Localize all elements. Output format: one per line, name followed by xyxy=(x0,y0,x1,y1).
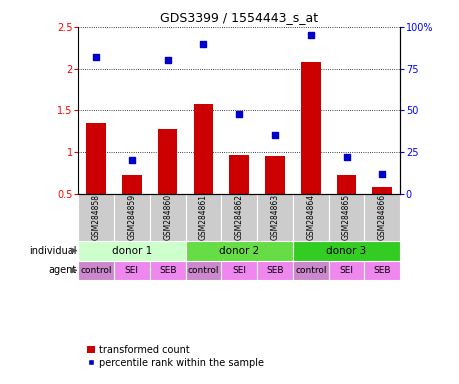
Text: donor 2: donor 2 xyxy=(218,246,259,256)
Bar xyxy=(150,194,185,241)
Bar xyxy=(185,241,292,260)
Bar xyxy=(264,156,284,194)
Bar xyxy=(221,260,257,280)
Bar xyxy=(300,62,320,194)
Bar xyxy=(229,154,248,194)
Text: donor 1: donor 1 xyxy=(112,246,151,256)
Text: control: control xyxy=(187,266,218,275)
Text: agent: agent xyxy=(48,265,76,275)
Bar xyxy=(114,260,150,280)
Bar xyxy=(257,260,292,280)
Text: SEB: SEB xyxy=(373,266,390,275)
Point xyxy=(163,57,171,63)
Text: donor 3: donor 3 xyxy=(326,246,366,256)
Bar xyxy=(122,175,141,194)
Bar xyxy=(292,194,328,241)
Text: GSM284860: GSM284860 xyxy=(163,194,172,240)
Point xyxy=(271,132,278,138)
Text: control: control xyxy=(80,266,112,275)
Title: GDS3399 / 1554443_s_at: GDS3399 / 1554443_s_at xyxy=(160,11,318,24)
Bar xyxy=(328,260,364,280)
Bar xyxy=(78,194,114,241)
Point xyxy=(199,40,207,46)
Text: SEB: SEB xyxy=(158,266,176,275)
Bar xyxy=(364,194,399,241)
Point xyxy=(92,54,100,60)
Legend: transformed count, percentile rank within the sample: transformed count, percentile rank withi… xyxy=(83,341,267,371)
Bar xyxy=(292,260,328,280)
Bar xyxy=(114,194,150,241)
Text: GSM284863: GSM284863 xyxy=(270,194,279,240)
Text: control: control xyxy=(294,266,326,275)
Text: SEI: SEI xyxy=(339,266,353,275)
Point xyxy=(235,111,242,117)
Text: SEB: SEB xyxy=(266,266,283,275)
Text: SEI: SEI xyxy=(232,266,246,275)
Bar xyxy=(193,104,213,194)
Point xyxy=(307,32,314,38)
Bar xyxy=(336,175,356,194)
Bar xyxy=(185,260,221,280)
Text: GSM284858: GSM284858 xyxy=(91,194,101,240)
Text: SEI: SEI xyxy=(124,266,139,275)
Text: GSM284865: GSM284865 xyxy=(341,194,350,240)
Text: individual: individual xyxy=(29,246,76,256)
Text: GSM284859: GSM284859 xyxy=(127,194,136,240)
Bar xyxy=(78,241,185,260)
Text: GSM284862: GSM284862 xyxy=(234,194,243,240)
Bar xyxy=(257,194,292,241)
Text: GSM284866: GSM284866 xyxy=(377,194,386,240)
Text: GSM284861: GSM284861 xyxy=(198,194,207,240)
Bar xyxy=(150,260,185,280)
Bar xyxy=(292,241,399,260)
Bar xyxy=(328,194,364,241)
Point xyxy=(342,154,349,160)
Bar xyxy=(86,123,106,194)
Bar xyxy=(364,260,399,280)
Bar xyxy=(185,194,221,241)
Bar xyxy=(78,260,114,280)
Bar xyxy=(157,129,177,194)
Point xyxy=(378,170,385,177)
Bar xyxy=(372,187,392,194)
Bar xyxy=(221,194,257,241)
Point xyxy=(128,157,135,164)
Text: GSM284864: GSM284864 xyxy=(306,194,314,240)
